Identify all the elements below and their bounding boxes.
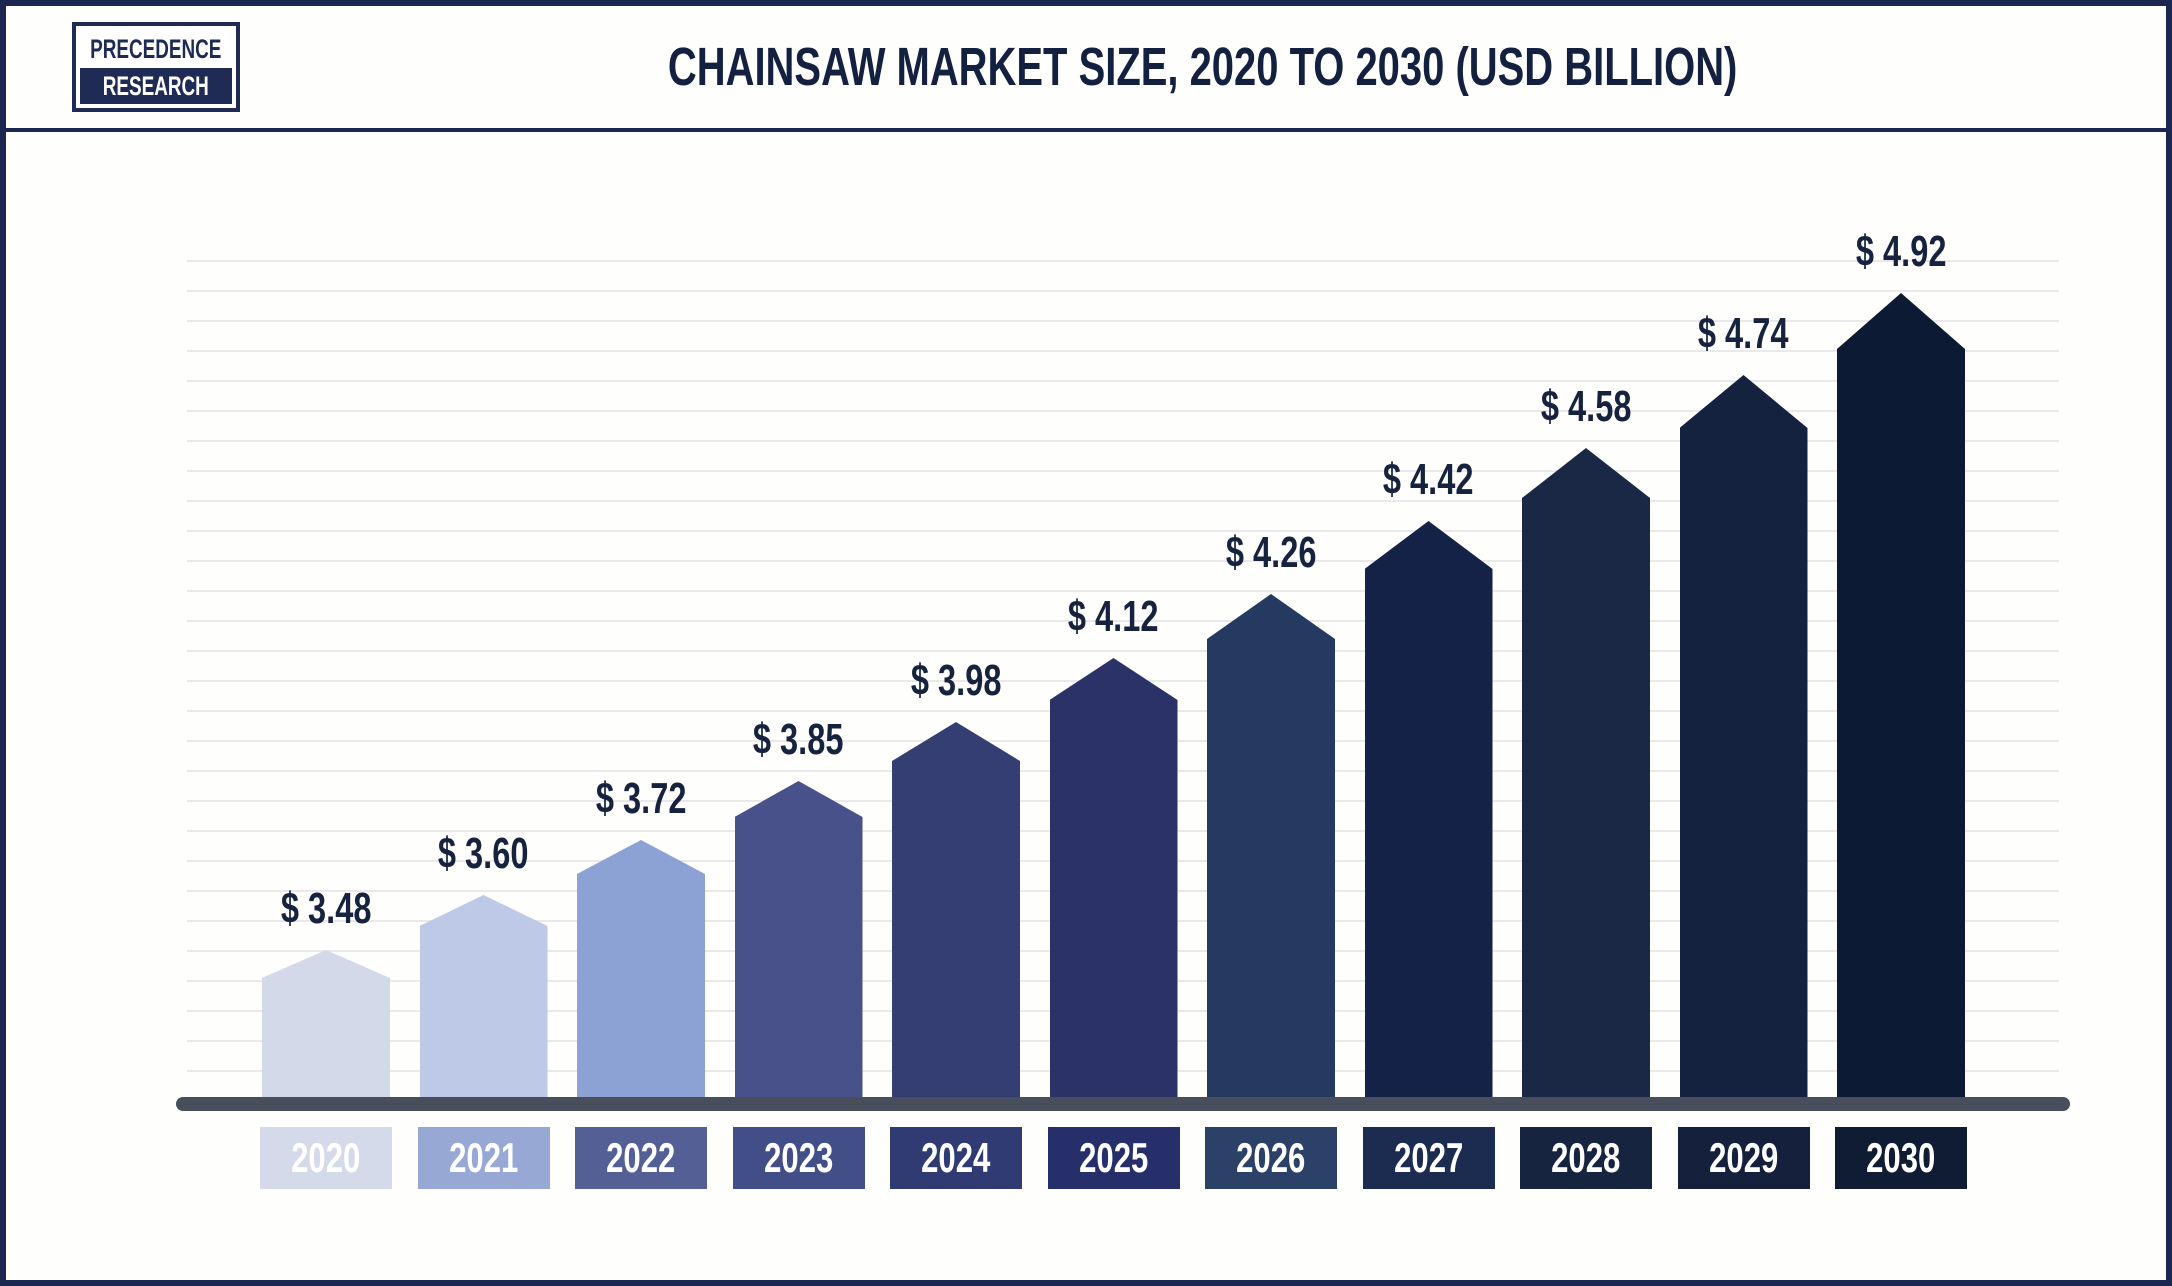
year-label-text: 2024 [921, 1134, 991, 1181]
x-axis-line [176, 1097, 2070, 1111]
year-label-2028: 2028 [1520, 1127, 1652, 1189]
brand-logo-line1: PRECEDENCE [80, 30, 232, 68]
bar-value-text: $ 4.92 [1855, 227, 1947, 276]
bar-value-text: $ 4.26 [1225, 528, 1317, 577]
bar-value-label-2020: $ 3.48 [216, 884, 436, 935]
year-label-text: 2028 [1551, 1134, 1621, 1181]
bar-2023 [734, 781, 863, 1104]
gridline [187, 440, 2059, 442]
bar-value-label-2025: $ 4.12 [1004, 592, 1224, 643]
gridline [187, 590, 2059, 592]
bar-2027 [1364, 521, 1493, 1104]
bar-value-text: $ 3.98 [910, 656, 1002, 705]
bar-2024 [892, 722, 1020, 1104]
gridline [187, 320, 2059, 322]
bar-value-label-2021: $ 3.60 [374, 829, 594, 880]
year-label-2029: 2029 [1677, 1127, 1810, 1189]
year-label-text: 2029 [1708, 1134, 1779, 1181]
bar-2028 [1522, 448, 1650, 1104]
gridline [187, 620, 2059, 622]
header: PRECEDENCE RESEARCH CHAINSAW MARKET SIZE… [6, 6, 2166, 132]
year-label-2027: 2027 [1362, 1127, 1495, 1189]
year-label-text: 2023 [763, 1134, 834, 1181]
bar-value-label-2027: $ 4.42 [1319, 455, 1539, 506]
gridline [187, 500, 2059, 502]
gridline [187, 470, 2059, 472]
bar-value-text: $ 4.12 [1068, 592, 1159, 641]
brand-logo-line1-text: PRECEDENCE [90, 33, 222, 64]
brand-logo-line2-text: RESEARCH [102, 70, 210, 101]
year-label-2030: 2030 [1835, 1127, 1967, 1189]
bar-2026 [1207, 594, 1335, 1104]
year-label-2021: 2021 [417, 1127, 550, 1189]
gridline [187, 530, 2059, 532]
bar-value-label-2030: $ 4.92 [1791, 227, 2011, 278]
bar-2021 [419, 895, 548, 1104]
bar-value-text: $ 3.60 [438, 829, 529, 878]
gridline [187, 560, 2059, 562]
title-wrap: CHAINSAW MARKET SIZE, 2020 TO 2030 (USD … [240, 40, 2166, 94]
year-label-2025: 2025 [1047, 1127, 1180, 1189]
bar-value-text: $ 3.72 [595, 774, 687, 823]
brand-logo-line2: RESEARCH [80, 68, 232, 104]
bar-value-text: $ 3.48 [280, 884, 372, 933]
bar-value-text: $ 4.74 [1698, 309, 1789, 358]
chart-title-text: CHAINSAW MARKET SIZE, 2020 TO 2030 (USD … [668, 37, 1738, 97]
year-label-text: 2025 [1078, 1134, 1149, 1181]
bar-2030 [1837, 293, 1965, 1104]
year-label-text: 2027 [1393, 1134, 1464, 1181]
gridline [187, 260, 2059, 262]
brand-logo: PRECEDENCE RESEARCH [72, 22, 240, 112]
chart-title: CHAINSAW MARKET SIZE, 2020 TO 2030 (USD … [480, 40, 1925, 94]
bar-2025 [1049, 658, 1178, 1104]
year-label-text: 2020 [291, 1134, 361, 1181]
year-label-2026: 2026 [1205, 1127, 1337, 1189]
bar-value-label-2023: $ 3.85 [689, 715, 909, 766]
year-label-2020: 2020 [260, 1127, 392, 1189]
plot-area: $ 3.48 2020 $ 3.60 2021 $ 3.72 2022 $ 3.85 2023… [6, 6, 2166, 1280]
gridline [187, 380, 2059, 382]
year-label-2024: 2024 [890, 1127, 1022, 1189]
bar-value-label-2028: $ 4.58 [1476, 382, 1696, 433]
bar-value-label-2022: $ 3.72 [531, 774, 751, 825]
bar-value-label-2026: $ 4.26 [1161, 528, 1381, 579]
bar-value-label-2029: $ 4.74 [1634, 309, 1854, 360]
year-label-2023: 2023 [732, 1127, 865, 1189]
gridline [187, 410, 2059, 412]
bar-value-text: $ 3.85 [753, 715, 844, 764]
gridline [187, 350, 2059, 352]
gridline [187, 650, 2059, 652]
year-label-text: 2030 [1866, 1134, 1936, 1181]
bar-2022 [577, 840, 705, 1104]
year-label-2022: 2022 [575, 1127, 707, 1189]
year-label-text: 2021 [448, 1134, 519, 1181]
year-label-text: 2026 [1236, 1134, 1306, 1181]
bar-2020 [262, 950, 390, 1104]
bar-value-text: $ 4.42 [1383, 455, 1474, 504]
year-label-text: 2022 [606, 1134, 676, 1181]
bar-value-text: $ 4.58 [1540, 382, 1632, 431]
bar-value-label-2024: $ 3.98 [846, 656, 1066, 707]
bar-2029 [1679, 375, 1808, 1104]
gridline [187, 290, 2059, 292]
